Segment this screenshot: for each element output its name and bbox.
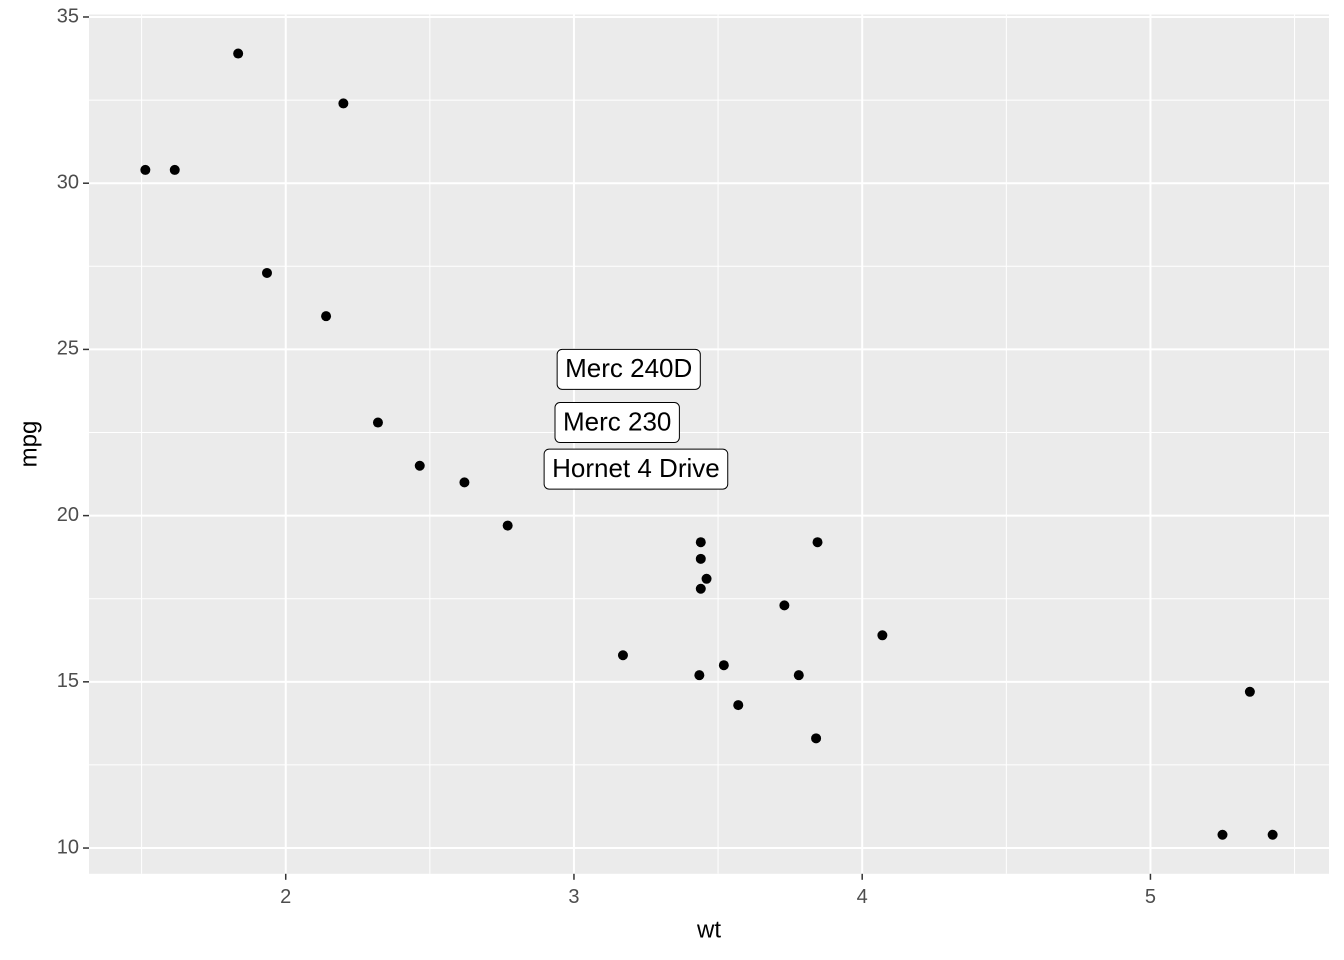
point [261,267,272,278]
panel [89,14,1329,874]
point [617,650,628,661]
label-text: Merc 230 [563,406,671,436]
y-tick-label: 15 [57,670,79,692]
x-tick-label: 2 [280,886,291,908]
y-tick-label: 30 [57,171,79,193]
point [459,477,470,488]
x-tick-label: 5 [1145,886,1156,908]
point [877,630,888,641]
y-tick-label: 25 [57,338,79,360]
label-text: Merc 240D [565,353,692,383]
point [701,573,712,584]
point [779,600,790,611]
point [695,553,706,564]
point [414,460,425,471]
point [140,164,151,175]
point [502,520,513,531]
point-label: Merc 240D [556,348,701,390]
point [233,48,244,59]
y-tick-label: 35 [57,5,79,27]
label-box [554,402,680,444]
point [733,700,744,711]
point [695,537,706,548]
point [793,670,804,681]
point [1217,829,1228,840]
point [1267,829,1278,840]
y-tick-label: 20 [57,504,79,526]
point [321,311,332,322]
point [812,537,823,548]
label-box [543,448,729,490]
point [718,660,729,671]
point [372,417,383,428]
label-box [556,348,701,390]
point-label: Hornet 4 Drive [543,448,729,490]
point [169,164,180,175]
point-label: Merc 230 [554,402,680,444]
point [338,98,349,109]
label-text: Hornet 4 Drive [552,453,720,483]
y-axis-title: mpg [15,421,42,468]
x-axis-title: wt [696,916,721,943]
x-tick-label: 4 [857,886,868,908]
point [811,733,822,744]
x-tick-label: 3 [568,886,579,908]
y-tick-label: 10 [57,836,79,858]
point [1244,686,1255,697]
point [694,670,705,681]
point [695,583,706,594]
